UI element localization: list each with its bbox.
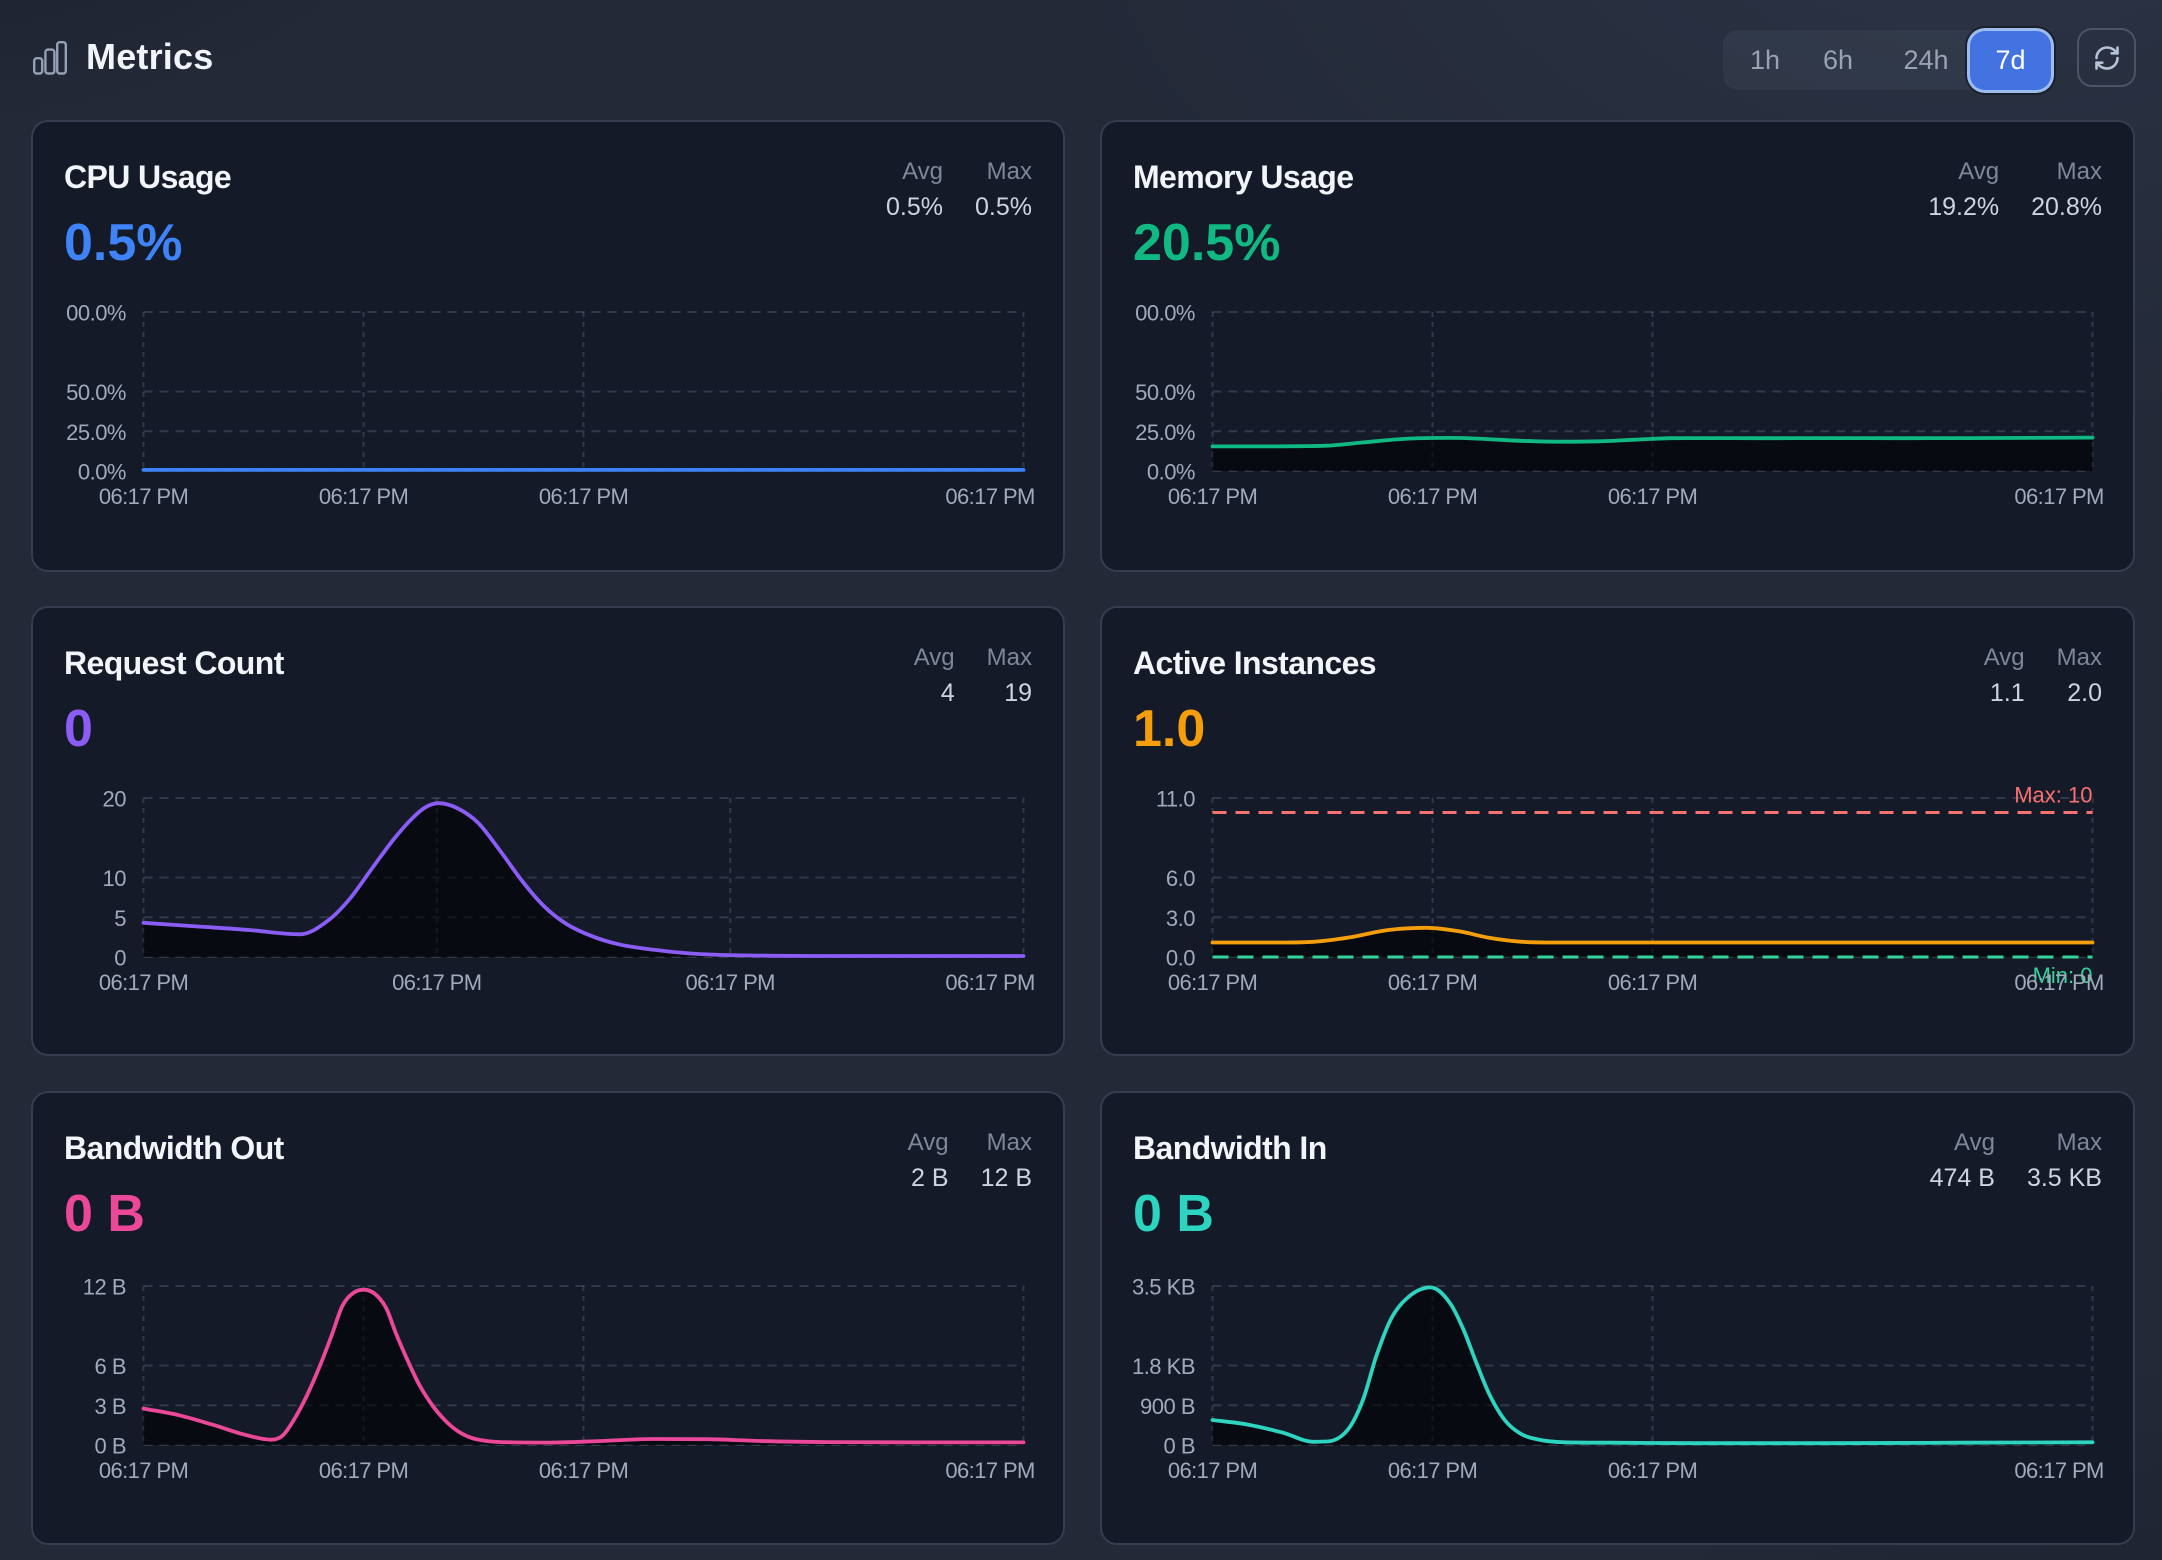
svg-text:0: 0 xyxy=(114,946,126,971)
svg-text:50.0%: 50.0% xyxy=(1135,380,1195,405)
svg-text:06:17 PM: 06:17 PM xyxy=(319,1458,408,1483)
svg-text:0.0%: 0.0% xyxy=(78,460,126,485)
svg-text:25.0%: 25.0% xyxy=(66,420,126,445)
svg-text:06:17 PM: 06:17 PM xyxy=(99,1458,188,1483)
svg-text:3.0: 3.0 xyxy=(1166,906,1195,931)
svg-text:06:17 PM: 06:17 PM xyxy=(1608,484,1697,509)
svg-text:0 B: 0 B xyxy=(94,1434,126,1459)
svg-text:06:17 PM: 06:17 PM xyxy=(945,484,1034,509)
svg-text:Min: 0: Min: 0 xyxy=(2033,963,2093,988)
svg-text:06:17 PM: 06:17 PM xyxy=(99,970,188,995)
svg-text:06:17 PM: 06:17 PM xyxy=(1608,970,1697,995)
svg-text:06:17 PM: 06:17 PM xyxy=(539,1458,628,1483)
svg-text:06:17 PM: 06:17 PM xyxy=(1168,1458,1257,1483)
svg-text:900 B: 900 B xyxy=(1140,1394,1195,1419)
svg-text:06:17 PM: 06:17 PM xyxy=(945,1458,1034,1483)
svg-text:0 B: 0 B xyxy=(1163,1434,1195,1459)
svg-text:06:17 PM: 06:17 PM xyxy=(2014,970,2103,995)
svg-text:06:17 PM: 06:17 PM xyxy=(1388,1458,1477,1483)
svg-text:00.0%: 00.0% xyxy=(66,301,126,326)
svg-text:06:17 PM: 06:17 PM xyxy=(2014,1458,2103,1483)
svg-text:11.0: 11.0 xyxy=(1156,787,1195,812)
svg-text:06:17 PM: 06:17 PM xyxy=(99,484,188,509)
svg-text:06:17 PM: 06:17 PM xyxy=(1388,484,1477,509)
svg-text:25.0%: 25.0% xyxy=(1135,420,1195,445)
svg-text:0.0: 0.0 xyxy=(1166,946,1195,971)
svg-text:06:17 PM: 06:17 PM xyxy=(392,970,481,995)
svg-text:12 B: 12 B xyxy=(83,1275,126,1300)
svg-text:6 B: 6 B xyxy=(94,1354,126,1379)
svg-text:06:17 PM: 06:17 PM xyxy=(2014,484,2103,509)
svg-text:1.8 KB: 1.8 KB xyxy=(1132,1354,1195,1379)
svg-text:06:17 PM: 06:17 PM xyxy=(1608,1458,1697,1483)
svg-text:10: 10 xyxy=(103,866,127,891)
svg-text:5: 5 xyxy=(114,906,126,931)
svg-text:06:17 PM: 06:17 PM xyxy=(686,970,775,995)
svg-text:06:17 PM: 06:17 PM xyxy=(539,484,628,509)
svg-text:3 B: 3 B xyxy=(94,1394,126,1419)
svg-text:06:17 PM: 06:17 PM xyxy=(1168,970,1257,995)
svg-text:06:17 PM: 06:17 PM xyxy=(945,970,1034,995)
svg-text:20: 20 xyxy=(103,787,127,812)
svg-text:00.0%: 00.0% xyxy=(1135,301,1195,326)
svg-text:3.5 KB: 3.5 KB xyxy=(1132,1275,1195,1300)
svg-text:06:17 PM: 06:17 PM xyxy=(1168,484,1257,509)
svg-text:Max: 10: Max: 10 xyxy=(2014,783,2092,808)
svg-text:06:17 PM: 06:17 PM xyxy=(319,484,408,509)
svg-text:0.0%: 0.0% xyxy=(1147,460,1195,485)
svg-text:50.0%: 50.0% xyxy=(66,380,126,405)
svg-text:06:17 PM: 06:17 PM xyxy=(1388,970,1477,995)
svg-text:6.0: 6.0 xyxy=(1166,866,1195,891)
